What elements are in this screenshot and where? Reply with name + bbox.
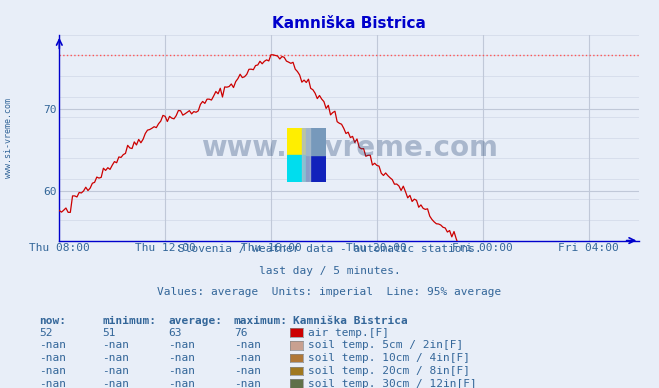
Bar — [306, 155, 326, 182]
Text: -nan: -nan — [102, 379, 129, 388]
Bar — [306, 128, 326, 155]
Text: Values: average  Units: imperial  Line: 95% average: Values: average Units: imperial Line: 95… — [158, 287, 501, 297]
Text: -nan: -nan — [40, 353, 67, 363]
Text: 63: 63 — [168, 327, 181, 338]
Bar — [287, 128, 306, 155]
Text: soil temp. 5cm / 2in[F]: soil temp. 5cm / 2in[F] — [308, 340, 463, 350]
Text: Slovenia / weather data - automatic stations.: Slovenia / weather data - automatic stat… — [178, 244, 481, 254]
Text: now:: now: — [40, 316, 67, 326]
Text: -nan: -nan — [168, 379, 195, 388]
Text: -nan: -nan — [234, 379, 261, 388]
Text: -nan: -nan — [102, 353, 129, 363]
Bar — [287, 155, 306, 182]
Text: 76: 76 — [234, 327, 247, 338]
Text: soil temp. 10cm / 4in[F]: soil temp. 10cm / 4in[F] — [308, 353, 470, 363]
Polygon shape — [302, 128, 310, 182]
Title: Kamniška Bistrica: Kamniška Bistrica — [272, 16, 426, 31]
Text: -nan: -nan — [40, 366, 67, 376]
Text: last day / 5 minutes.: last day / 5 minutes. — [258, 265, 401, 275]
Text: -nan: -nan — [40, 340, 67, 350]
Text: -nan: -nan — [102, 366, 129, 376]
Text: -nan: -nan — [234, 353, 261, 363]
Text: minimum:: minimum: — [102, 316, 156, 326]
Text: maximum:: maximum: — [234, 316, 288, 326]
Text: -nan: -nan — [168, 366, 195, 376]
Text: www.si-vreme.com: www.si-vreme.com — [201, 134, 498, 162]
Text: air temp.[F]: air temp.[F] — [308, 327, 389, 338]
Text: average:: average: — [168, 316, 222, 326]
Text: -nan: -nan — [168, 353, 195, 363]
Text: 51: 51 — [102, 327, 115, 338]
Text: soil temp. 30cm / 12in[F]: soil temp. 30cm / 12in[F] — [308, 379, 476, 388]
Text: -nan: -nan — [234, 366, 261, 376]
Text: www.si-vreme.com: www.si-vreme.com — [4, 98, 13, 178]
Text: soil temp. 20cm / 8in[F]: soil temp. 20cm / 8in[F] — [308, 366, 470, 376]
Text: -nan: -nan — [102, 340, 129, 350]
Text: -nan: -nan — [40, 379, 67, 388]
Text: -nan: -nan — [168, 340, 195, 350]
Text: 52: 52 — [40, 327, 53, 338]
Text: -nan: -nan — [234, 340, 261, 350]
Text: Kamniška Bistrica: Kamniška Bistrica — [293, 316, 408, 326]
